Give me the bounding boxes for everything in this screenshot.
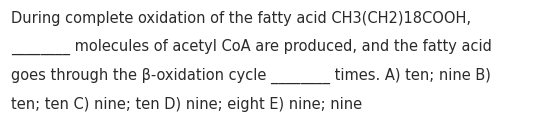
- Text: ________ molecules of acetyl CoA are produced, and the fatty acid: ________ molecules of acetyl CoA are pro…: [11, 39, 492, 55]
- Text: goes through the β-oxidation cycle ________ times. A) ten; nine B): goes through the β-oxidation cycle _____…: [11, 68, 491, 84]
- Text: ten; ten C) nine; ten D) nine; eight E) nine; nine: ten; ten C) nine; ten D) nine; eight E) …: [11, 97, 362, 112]
- Text: During complete oxidation of the fatty acid CH3(CH2)18COOH,: During complete oxidation of the fatty a…: [11, 11, 471, 26]
